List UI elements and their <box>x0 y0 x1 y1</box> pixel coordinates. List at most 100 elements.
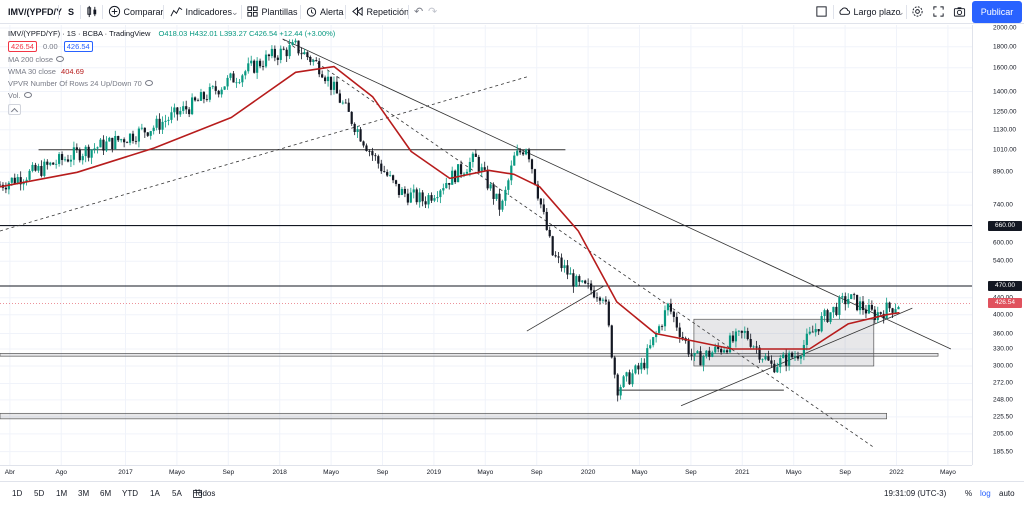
snapshot-button[interactable] <box>953 0 966 24</box>
candle-body <box>873 309 876 321</box>
trend-line <box>680 307 913 407</box>
chevron-down-icon[interactable]: ⌄ <box>231 7 239 17</box>
candle-body <box>214 86 217 91</box>
candle-body <box>235 82 238 84</box>
time-tick-label: Sep <box>376 469 389 476</box>
candle-body <box>867 304 871 314</box>
candle-body <box>261 66 265 68</box>
price-axis[interactable]: 2000.00 1800.00 1600.00 1400.00 1250.00 1130.… <box>972 25 1024 465</box>
time-axis[interactable]: Abr Ago 2017 Mayo Sep 2018 Mayo Sep 2019 Mayo Sep 2… <box>0 465 972 481</box>
indicators-button[interactable]: Indicadores <box>170 0 232 24</box>
price-chart[interactable] <box>0 25 972 465</box>
candle-body <box>643 362 646 369</box>
range-button[interactable]: 1A <box>150 489 160 498</box>
range-button[interactable]: 1M <box>56 489 68 498</box>
candle-body <box>389 175 392 177</box>
candle-body <box>519 150 522 153</box>
candle-body <box>439 190 442 198</box>
candle-body <box>711 352 714 357</box>
candle-body <box>312 60 315 62</box>
candle-body <box>326 76 330 82</box>
range-button[interactable]: 5A <box>172 489 182 498</box>
candle-body <box>173 107 176 113</box>
candle-body <box>421 192 424 202</box>
candle-body <box>705 350 708 357</box>
candle-body <box>888 302 891 309</box>
range-button[interactable]: YTD <box>122 489 138 498</box>
candle-body <box>418 192 421 203</box>
chart-plot-area[interactable] <box>0 25 972 465</box>
settings-button[interactable] <box>911 0 924 24</box>
candle-body <box>462 173 466 175</box>
log-toggle[interactable]: log <box>980 489 991 498</box>
candle-body <box>161 121 164 130</box>
candle-body <box>454 170 457 183</box>
eye-icon[interactable] <box>56 56 65 62</box>
candle-body <box>52 162 55 165</box>
chart-style-button[interactable] <box>86 0 99 24</box>
eye-icon[interactable] <box>23 92 32 98</box>
range-button[interactable]: Todos <box>194 489 216 498</box>
templates-button[interactable]: Plantillas <box>246 0 298 24</box>
candle-body <box>557 256 560 258</box>
compare-button[interactable]: Comparar <box>108 0 164 24</box>
candle-body <box>625 372 628 377</box>
eye-icon[interactable] <box>144 80 153 86</box>
price-tick-label: 330.00 <box>993 345 1013 353</box>
candle-body <box>409 192 412 203</box>
publish-button[interactable]: Publicar <box>972 1 1022 23</box>
auto-toggle[interactable]: auto <box>999 489 1015 498</box>
candle-body <box>731 335 735 342</box>
candle-body <box>335 81 339 94</box>
date-range-button[interactable] <box>192 482 203 505</box>
candle-body <box>134 140 138 142</box>
alert-button[interactable]: Alerta <box>305 0 344 24</box>
layout-button[interactable]: Largo plazo <box>838 0 901 24</box>
candle-body <box>483 167 486 170</box>
volume-indicator-label[interactable]: Vol. <box>8 91 21 100</box>
range-button[interactable]: 3M <box>78 489 90 498</box>
wma-indicator-label[interactable]: WMA 30 close <box>8 67 56 76</box>
chevron-down-icon[interactable]: ⌄ <box>897 7 905 17</box>
range-button[interactable]: 5D <box>34 489 45 498</box>
candle-body <box>672 311 675 317</box>
candle-body <box>164 120 167 122</box>
candle-body <box>486 169 489 189</box>
candle-body <box>123 139 126 143</box>
range-button[interactable]: 6M <box>100 489 112 498</box>
candle-body <box>208 87 211 100</box>
buy-price-pill[interactable]: 426.54 <box>63 41 93 52</box>
redo-icon[interactable]: ↷ <box>428 6 438 18</box>
interval-button[interactable]: S <box>68 7 75 17</box>
clock-timezone[interactable]: 19:31:09 (UTC-3) <box>884 489 947 498</box>
candle-body <box>300 53 303 55</box>
price-tick-label: 225.50 <box>993 413 1013 421</box>
vpvr-indicator-label[interactable]: VPVR Number Of Rows 24 Up/Down 70 <box>8 79 142 88</box>
candle-body <box>196 100 200 102</box>
candle-body <box>362 141 365 146</box>
candle-body <box>427 195 430 205</box>
candle-body <box>666 303 670 311</box>
ma-indicator-label[interactable]: MA 200 close <box>8 55 54 64</box>
collapse-legend-button[interactable] <box>8 104 21 115</box>
candle-body <box>569 273 572 275</box>
candle-body <box>563 265 566 269</box>
replay-label: Repetición <box>366 7 410 17</box>
expand-icon <box>933 6 944 17</box>
toolbar-divider <box>163 5 164 19</box>
replay-button[interactable]: Repetición <box>351 0 409 24</box>
range-button[interactable]: 1D <box>12 489 23 498</box>
candle-body <box>864 310 868 314</box>
sell-price-pill[interactable]: 426.54 <box>8 41 37 52</box>
candle-body <box>513 155 516 166</box>
fullscreen-button[interactable] <box>932 0 945 24</box>
symbol-search[interactable]: IMV/(YPFD/Y <box>8 7 63 17</box>
candle-body <box>598 297 602 301</box>
percent-toggle[interactable]: % <box>965 489 973 498</box>
fullscreen-checkbox[interactable] <box>815 0 828 24</box>
candle-body <box>60 154 64 160</box>
candle-body <box>855 294 859 311</box>
candle-body <box>58 154 61 164</box>
undo-icon[interactable]: ↶ <box>414 6 424 18</box>
time-tick-label: Abr <box>4 469 15 476</box>
